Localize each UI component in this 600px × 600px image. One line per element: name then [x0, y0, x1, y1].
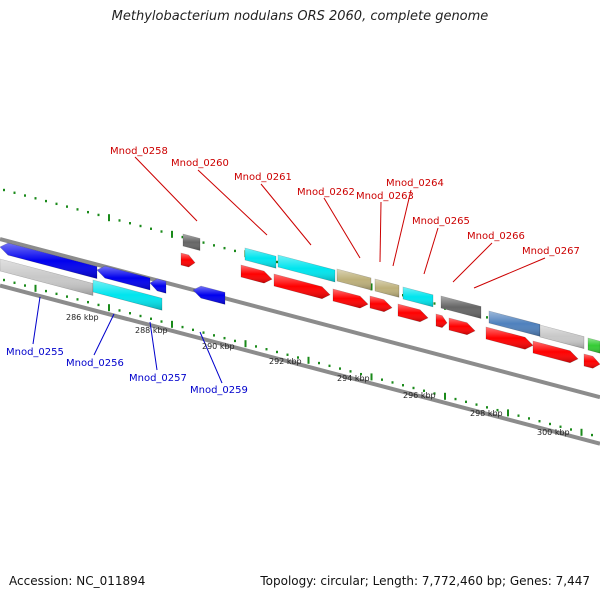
cds-0268-shade [533, 341, 578, 363]
gene-label-mnod-0263[interactable]: Mnod_0263 [356, 191, 414, 202]
backbone-line-lower [0, 283, 600, 446]
gene-label-mnod-0258[interactable]: Mnod_0258 [110, 146, 168, 157]
feature-blue-0256-shade [97, 266, 150, 290]
tick-label-288kbp: 288 kbp [135, 326, 168, 335]
tick-label-296kbp: 296 kbp [403, 391, 436, 400]
leader-mnod-0258 [134, 156, 198, 222]
genome-backbone [0, 237, 600, 446]
gene-label-mnod-0267[interactable]: Mnod_0267 [522, 246, 580, 257]
tick-label-292kbp: 292 kbp [269, 357, 302, 366]
gene-label-mnod-0266[interactable]: Mnod_0266 [467, 231, 525, 242]
gene-label-mnod-0256[interactable]: Mnod_0256 [66, 358, 124, 369]
gene-labels: Mnod_0258 Mnod_0260 Mnod_0261 Mnod_0262 … [6, 146, 580, 396]
label-leader-lines [32, 156, 546, 384]
gene-label-mnod-0265[interactable]: Mnod_0265 [412, 216, 470, 227]
leader-mnod-0256 [93, 313, 115, 356]
feature-gray-0266-shade [441, 296, 481, 319]
feature-blue-0259-shade [193, 286, 225, 305]
feature-cyan-0261-shade [278, 255, 335, 282]
leader-mnod-0262 [323, 197, 361, 259]
gene-label-mnod-0262[interactable]: Mnod_0262 [297, 187, 355, 198]
feature-khaki-0262-shade [337, 269, 371, 290]
tick-label-294kbp: 294 kbp [337, 374, 370, 383]
cds-0265-shade [398, 304, 428, 322]
leader-mnod-0263 [379, 201, 382, 263]
tick-label-298kbp: 298 kbp [470, 409, 503, 418]
accession-text: Accession: NC_011894 [9, 574, 146, 588]
cds-0263-shade [370, 296, 392, 312]
cds-0266a-shade [436, 314, 447, 328]
feature-cyan-0264-shade [403, 287, 433, 307]
gene-label-mnod-0255[interactable]: Mnod_0255 [6, 347, 64, 358]
gene-label-mnod-0257[interactable]: Mnod_0257 [129, 373, 187, 384]
feature-lightgray-0255-shade [0, 259, 93, 296]
tick-label-290kbp: 290 kbp [202, 342, 235, 351]
cds-0266b-shade [449, 318, 475, 335]
gene-label-mnod-0259[interactable]: Mnod_0259 [190, 385, 248, 396]
feature-khaki-0263-shade [375, 279, 399, 298]
feature-gray-0258-shade [183, 234, 200, 251]
cds-0262-shade [333, 289, 368, 309]
gene-label-mnod-0264[interactable]: Mnod_0264 [386, 178, 444, 189]
genome-stats-text: Topology: circular; Length: 7,772,460 bp… [260, 574, 590, 588]
backbone-line-upper [0, 237, 600, 400]
cds-0261-shade [274, 274, 330, 299]
feature-steel-0267-shade [489, 311, 540, 337]
cds-edge-shade [584, 354, 600, 369]
gene-label-mnod-0260[interactable]: Mnod_0260 [171, 158, 229, 169]
leader-mnod-0257 [149, 321, 158, 371]
feature-cyan-0256-shade [93, 280, 162, 311]
cds-0260-shade [241, 265, 272, 284]
cds-0258-shade [181, 253, 195, 267]
leader-mnod-0259 [199, 331, 223, 384]
leader-mnod-0266 [452, 242, 493, 283]
tick-label-300kbp: 300 kbp [537, 428, 570, 437]
tick-label-286kbp: 286 kbp [66, 313, 99, 322]
leader-mnod-0261 [260, 183, 312, 246]
leader-mnod-0265 [423, 227, 439, 275]
tick-labels: 286 kbp 288 kbp 290 kbp 292 kbp 294 kbp … [66, 313, 570, 437]
gene-label-mnod-0261[interactable]: Mnod_0261 [234, 172, 292, 183]
leader-mnod-0267 [473, 257, 546, 289]
feature-green-edge-shade [588, 338, 600, 354]
feature-blue-0257-shade [150, 278, 166, 294]
feature-lightgray-0268-shade [540, 325, 584, 349]
gene-features [0, 233, 600, 369]
feature-blue-0255-shade [0, 243, 97, 279]
feature-cyan-0260-shade [245, 248, 276, 269]
leader-mnod-0260 [197, 169, 268, 236]
leader-mnod-0255 [32, 296, 41, 345]
leader-mnod-0264 [392, 189, 412, 267]
cds-0267-shade [486, 327, 533, 350]
map-title: Methylobacterium nodulans ORS 2060, comp… [111, 9, 489, 24]
